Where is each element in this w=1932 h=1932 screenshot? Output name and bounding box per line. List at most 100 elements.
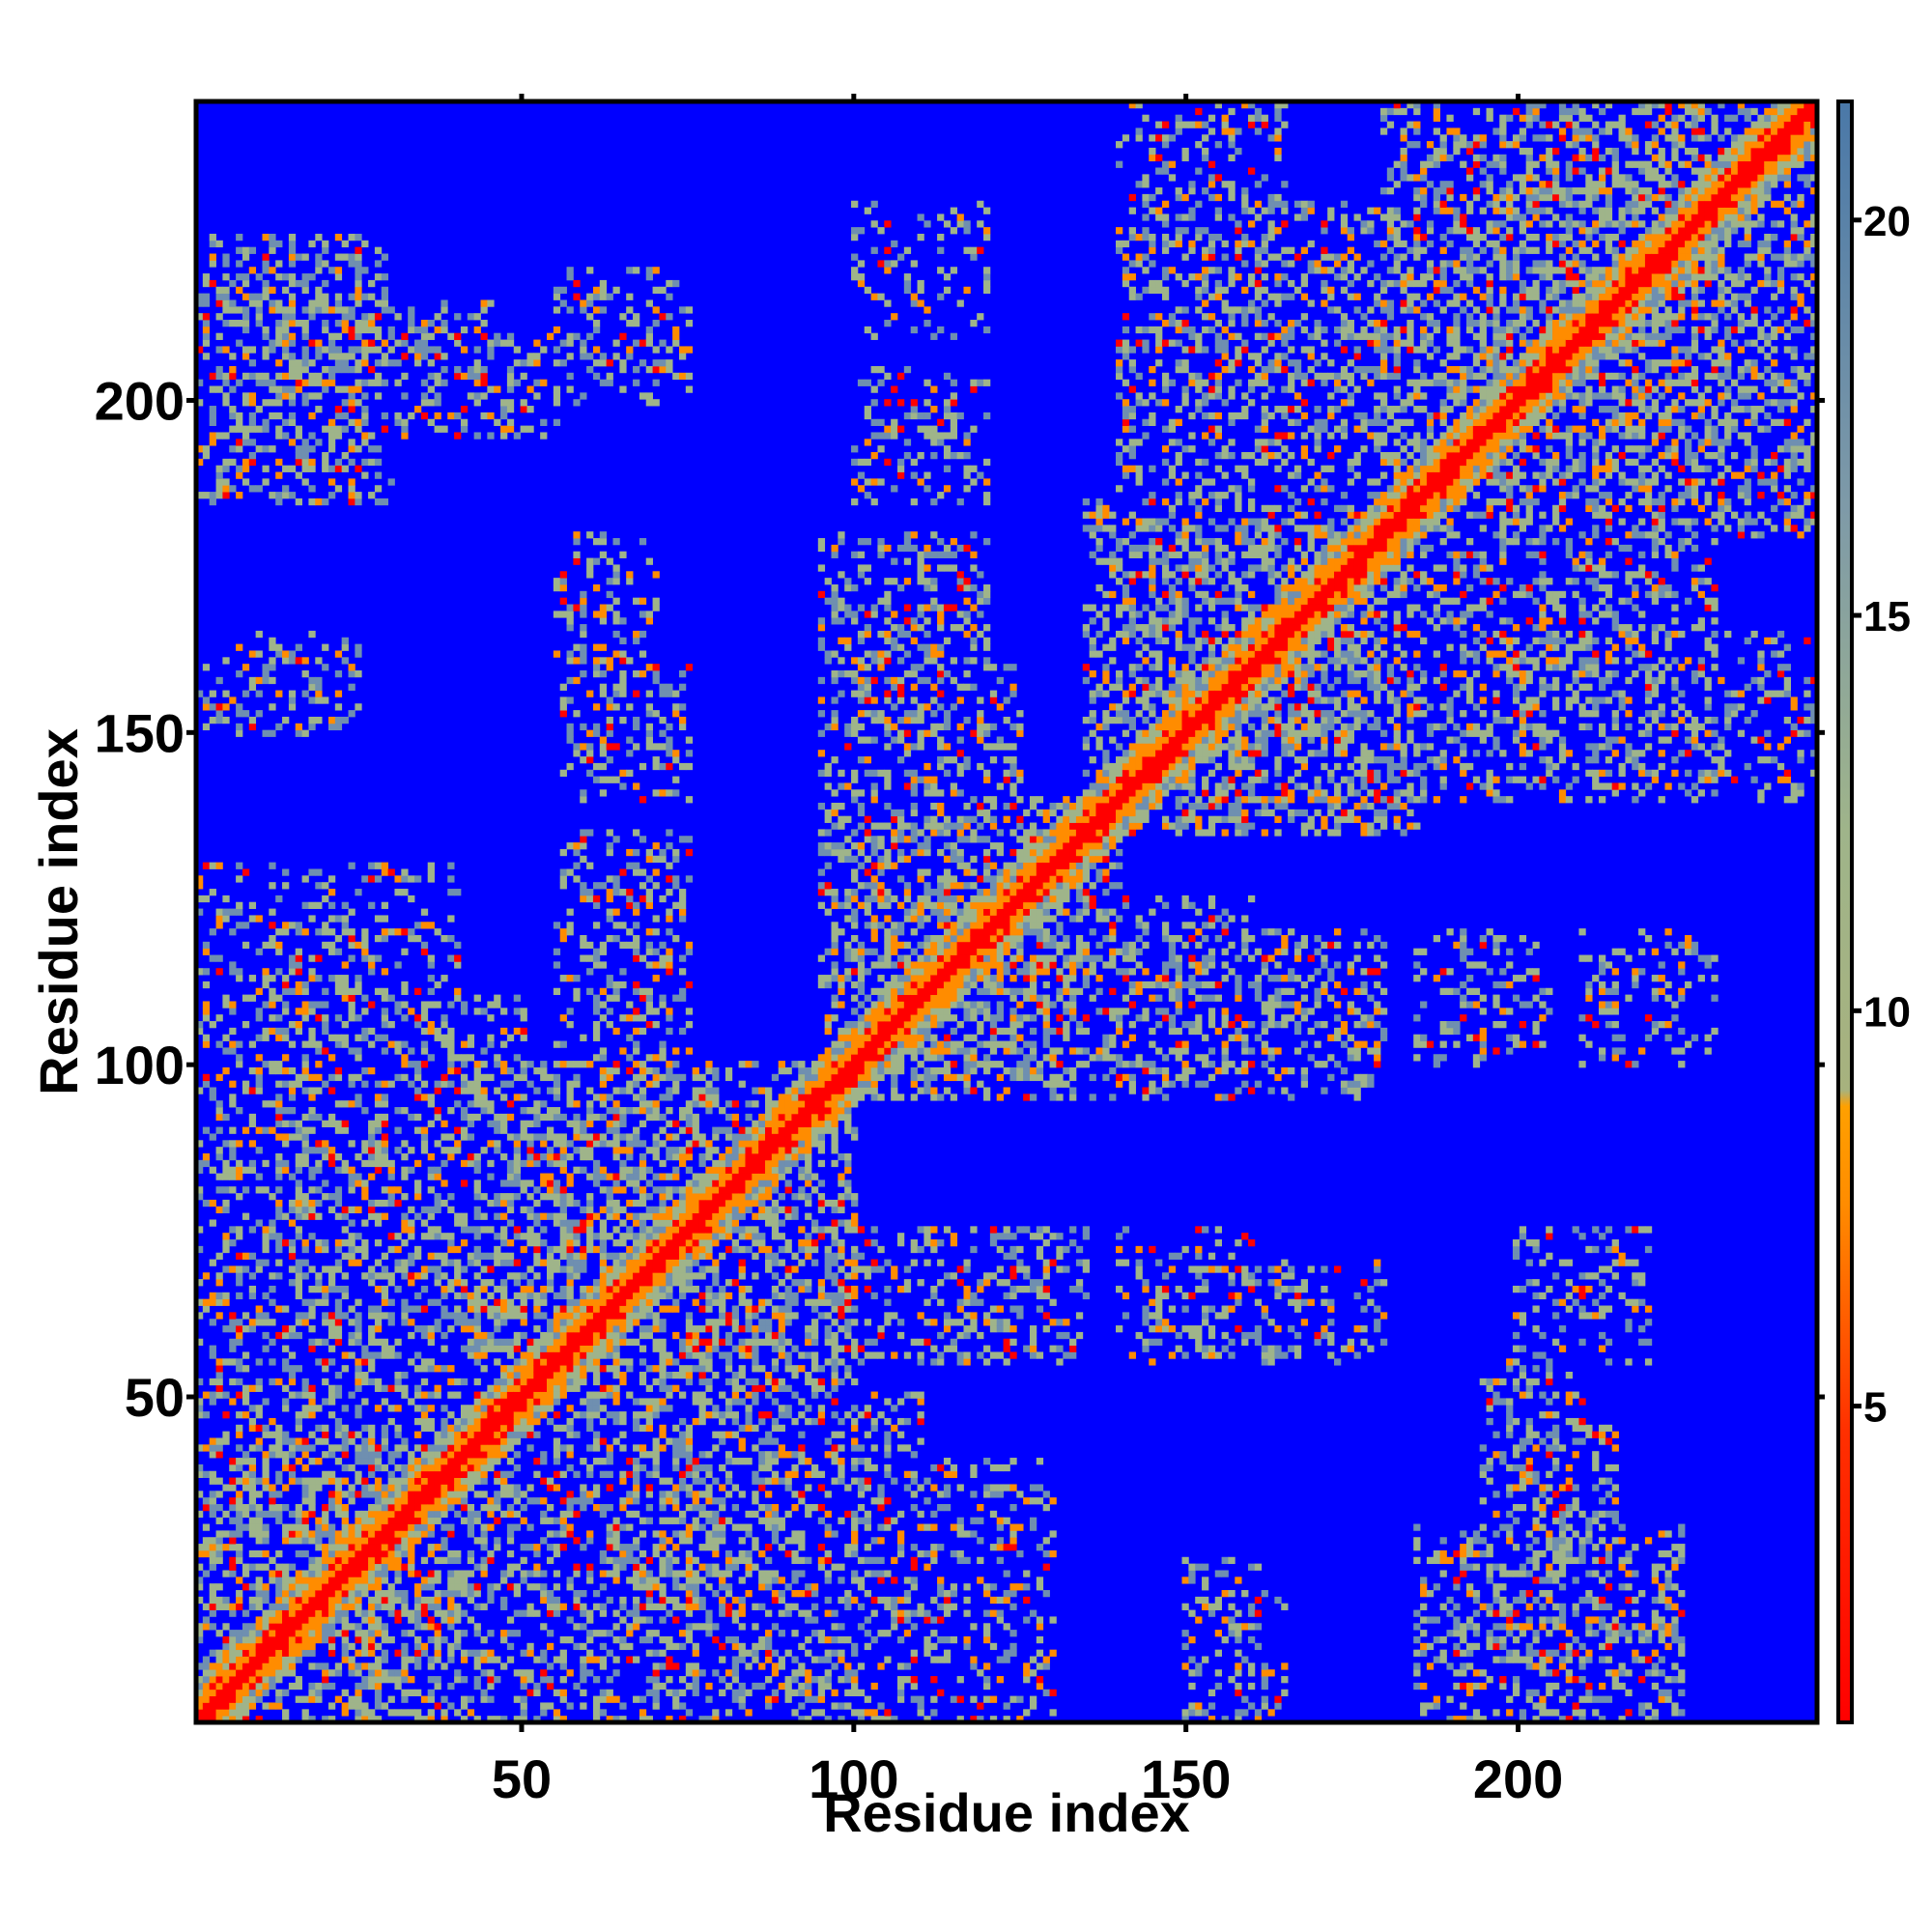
heatmap-cell [540, 1590, 548, 1598]
heatmap-cell [196, 1682, 204, 1690]
heatmap-cell [414, 1642, 422, 1651]
heatmap-cell [222, 1411, 230, 1419]
heatmap-cell [387, 1510, 395, 1519]
heatmap-cell [209, 432, 216, 440]
heatmap-cell [480, 1087, 488, 1094]
heatmap-cell [427, 418, 435, 426]
heatmap-cell [420, 1523, 429, 1531]
heatmap-cell [592, 643, 601, 651]
heatmap-cell [626, 1087, 634, 1094]
heatmap-cell [368, 320, 376, 327]
heatmap-cell [573, 657, 581, 665]
heatmap-cell [487, 1417, 495, 1426]
heatmap-cell [327, 1549, 336, 1558]
heatmap-cell [547, 1133, 554, 1141]
heatmap-cell [348, 1206, 355, 1214]
heatmap-cell [420, 1623, 429, 1631]
heatmap-cell [236, 1325, 243, 1333]
heatmap-cell [427, 1716, 435, 1723]
heatmap-cell [487, 412, 495, 420]
heatmap-cell [447, 1279, 455, 1287]
heatmap-cell [288, 1609, 297, 1617]
heatmap-cell [248, 1325, 257, 1333]
heatmap-cell [639, 1695, 647, 1703]
heatmap-cell [559, 1193, 567, 1201]
heatmap-cell [308, 696, 316, 704]
heatmap-cell [639, 1411, 647, 1419]
heatmap-cell [573, 1358, 581, 1366]
heatmap-cell [209, 1609, 216, 1617]
heatmap-cell [236, 723, 243, 731]
heatmap-cell [394, 1405, 402, 1412]
heatmap-cell [275, 412, 283, 420]
heatmap-cell [282, 1463, 290, 1472]
heatmap-cell [454, 961, 462, 969]
heatmap-cell [639, 1378, 647, 1386]
heatmap-cell [473, 1331, 481, 1340]
heatmap-cell [381, 1669, 389, 1677]
heatmap-cell [606, 1312, 613, 1320]
heatmap-cell [301, 657, 309, 665]
heatmap-cell [500, 412, 508, 420]
heatmap-cell [467, 1431, 475, 1438]
heatmap-cell [308, 1682, 316, 1690]
heatmap-cell [236, 1252, 243, 1260]
heatmap-cell [334, 1066, 343, 1075]
heatmap-cell [506, 1484, 515, 1492]
heatmap-cell [282, 980, 290, 989]
heatmap-cell [513, 1152, 521, 1161]
heatmap-cell [229, 445, 237, 453]
heatmap-cell [401, 1590, 409, 1598]
heatmap-cell [209, 1021, 216, 1029]
heatmap-cell [612, 1305, 620, 1313]
heatmap-cell [473, 1437, 481, 1445]
heatmap-cell [513, 1398, 521, 1406]
heatmap-cell [355, 941, 362, 950]
heatmap-cell [401, 1676, 409, 1684]
heatmap-cell [334, 485, 343, 493]
heatmap-cell [447, 1391, 455, 1399]
heatmap-cell [526, 1107, 534, 1115]
heatmap-cell [606, 875, 613, 883]
heatmap-cell [308, 1503, 316, 1512]
heatmap-cell [440, 1590, 448, 1598]
heatmap-cell [394, 1537, 402, 1545]
heatmap-cell [322, 664, 329, 671]
heatmap-cell [308, 1537, 316, 1545]
heatmap-cell [315, 1635, 323, 1644]
heatmap-cell [606, 1186, 613, 1194]
heatmap-cell [295, 458, 302, 467]
heatmap-cell [222, 657, 230, 665]
heatmap-cell [540, 1451, 548, 1459]
heatmap-cell [592, 557, 601, 565]
heatmap-cell [229, 365, 237, 374]
heatmap-cell [242, 664, 250, 671]
heatmap-cell [196, 492, 204, 499]
heatmap-cell [394, 1463, 402, 1472]
heatmap-cell [633, 379, 640, 386]
heatmap-cell [322, 279, 329, 288]
heatmap-cell [580, 1305, 587, 1313]
heatmap-cell [633, 1537, 640, 1545]
heatmap-cell [547, 1193, 554, 1201]
heatmap-cell [348, 253, 355, 261]
heatmap-cell [381, 968, 389, 976]
heatmap-cell [633, 743, 640, 751]
heatmap-cell [559, 868, 567, 876]
heatmap-cell [315, 1484, 323, 1492]
heatmap-cell [586, 1120, 594, 1127]
heatmap-cell [612, 1577, 620, 1584]
heatmap-cell [506, 1398, 515, 1406]
heatmap-cell [540, 1649, 548, 1657]
heatmap-cell [612, 889, 620, 896]
heatmap-cell [202, 1716, 211, 1723]
heatmap-cell [460, 1285, 469, 1293]
heatmap-cell [381, 1590, 389, 1598]
heatmap-cell [269, 643, 276, 651]
heatmap-cell [599, 1285, 608, 1293]
heatmap-cell [434, 1635, 441, 1644]
heatmap-cell [473, 1066, 481, 1075]
heatmap-cell [592, 1590, 601, 1598]
heatmap-cell [295, 1365, 302, 1373]
heatmap-cell [440, 425, 448, 433]
